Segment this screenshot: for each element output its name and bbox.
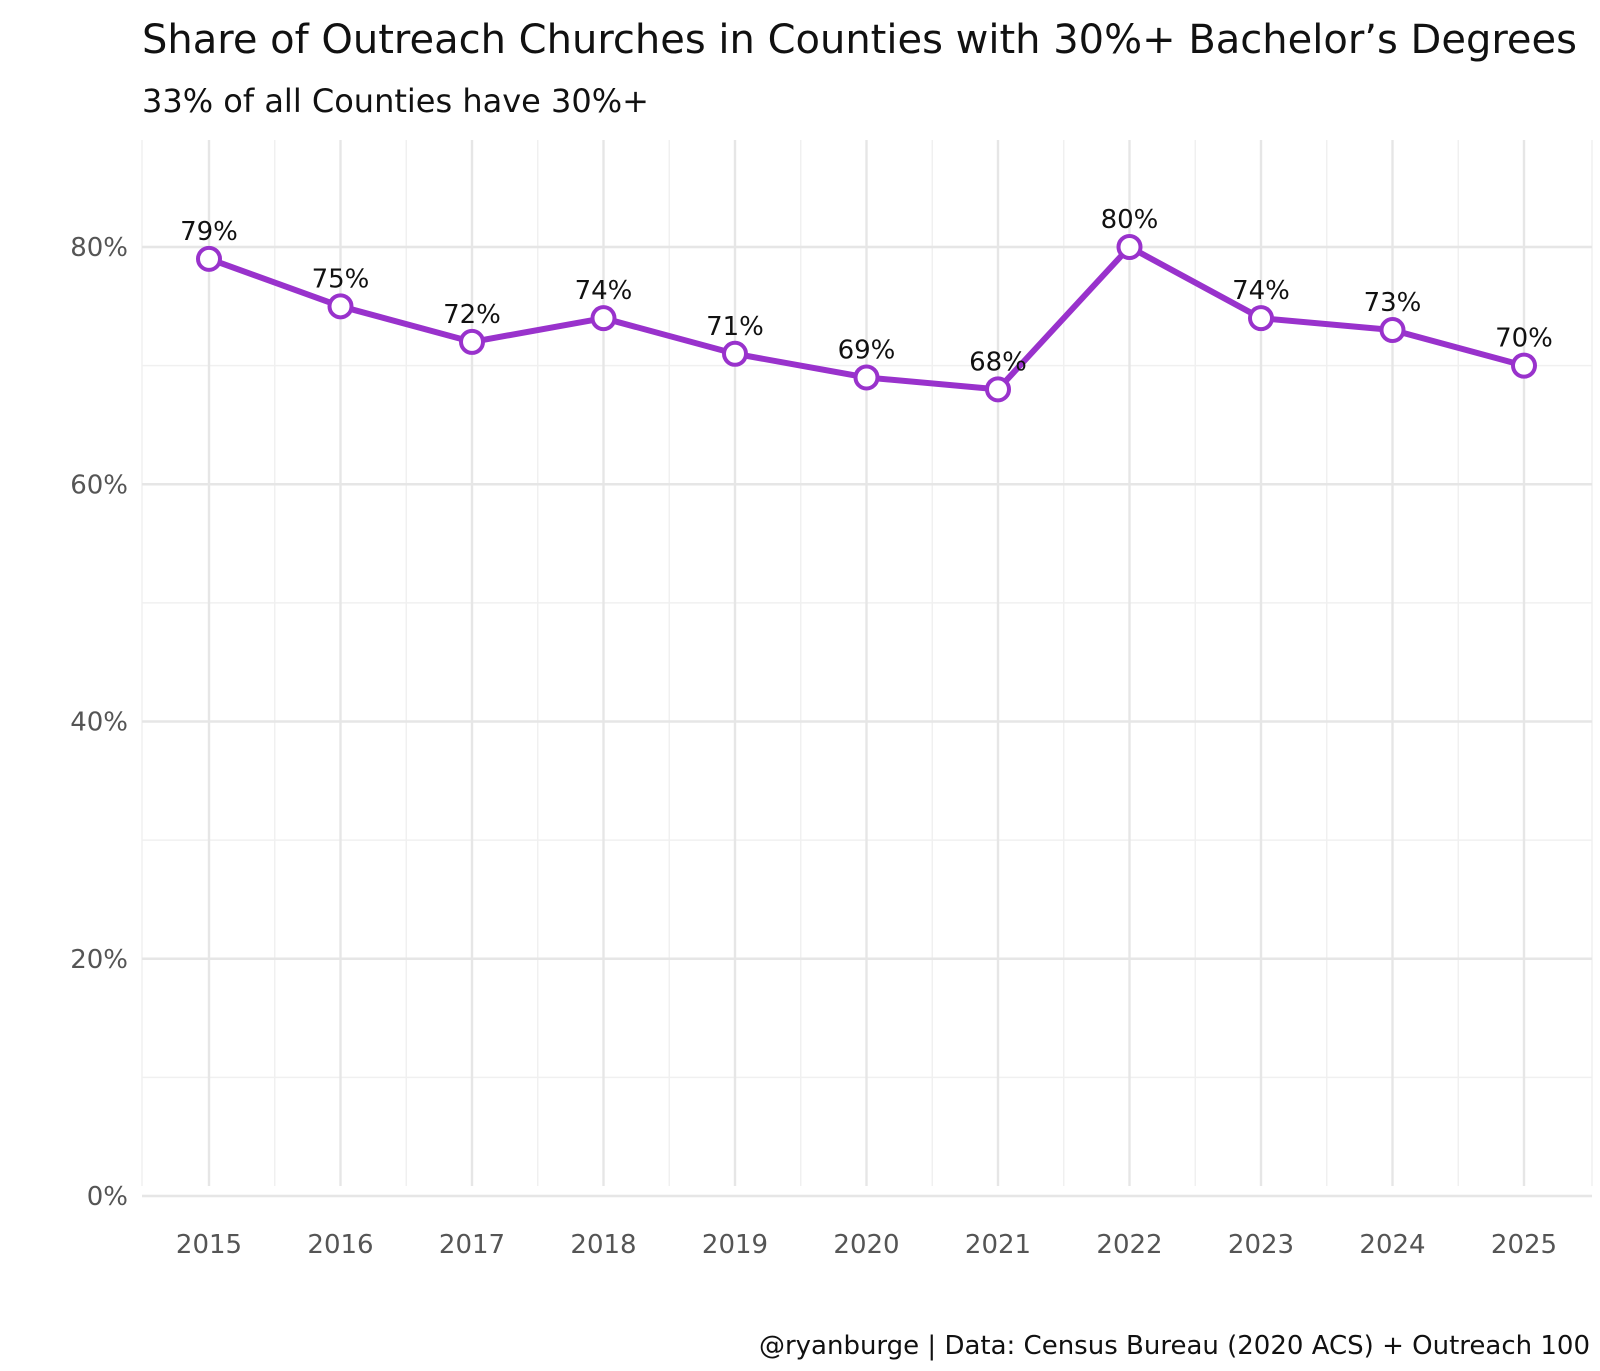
y-tick-label: 0% (87, 1182, 128, 1212)
grid (141, 140, 1593, 1198)
data-point (1379, 317, 1406, 344)
data-label: 73% (1364, 288, 1422, 318)
y-tick-label: 80% (70, 233, 128, 263)
data-label: 70% (1495, 324, 1553, 354)
x-tick-label: 2016 (307, 1230, 373, 1260)
x-tick-label: 2019 (702, 1230, 768, 1260)
series (196, 234, 1537, 403)
data-point (985, 376, 1011, 403)
data-label: 80% (1101, 205, 1159, 235)
data-label: 71% (706, 312, 764, 342)
chart-subtitle: 33% of all Counties have 30%+ (142, 82, 649, 120)
x-tick-label: 2018 (570, 1230, 636, 1260)
data-labels: 79% 75% 72% 74% 71% 69% 68% 80% 74% 73% 70% (180, 205, 1553, 377)
chart-title: Share of Outreach Churches in Counties w… (142, 17, 1577, 63)
data-point (1511, 352, 1537, 379)
data-label: 69% (838, 335, 896, 365)
x-tick-label: 2024 (1359, 1230, 1425, 1260)
x-tick-label: 2023 (1228, 1230, 1294, 1260)
data-point (590, 305, 617, 332)
x-tick-label: 2020 (833, 1230, 899, 1260)
x-tick-label: 2017 (439, 1230, 505, 1260)
y-axis: 0% 20% 40% 60% 80% (70, 233, 128, 1212)
data-point (459, 328, 485, 355)
x-tick-label: 2015 (176, 1230, 242, 1260)
data-point (1116, 234, 1143, 260)
data-label: 68% (969, 347, 1027, 377)
chart-caption: @ryanburge | Data: Census Bureau (2020 A… (759, 1331, 1590, 1361)
y-tick-label: 20% (70, 945, 128, 975)
x-tick-label: 2025 (1491, 1230, 1557, 1260)
data-label: 79% (180, 217, 238, 247)
data-point (327, 293, 354, 320)
x-tick-label: 2021 (965, 1230, 1031, 1260)
data-label: 74% (575, 276, 633, 306)
data-point (722, 340, 748, 367)
data-point (1248, 305, 1274, 332)
y-tick-label: 40% (70, 708, 128, 738)
data-label: 74% (1232, 276, 1290, 306)
data-point (196, 245, 222, 272)
x-axis: 2015 2016 2017 2018 2019 2020 2021 2022 2023 2024… (176, 1230, 1557, 1260)
x-tick-label: 2022 (1096, 1230, 1162, 1260)
data-label: 72% (443, 300, 501, 330)
y-tick-label: 60% (70, 470, 128, 500)
data-label: 75% (312, 264, 370, 294)
data-point (853, 364, 880, 391)
